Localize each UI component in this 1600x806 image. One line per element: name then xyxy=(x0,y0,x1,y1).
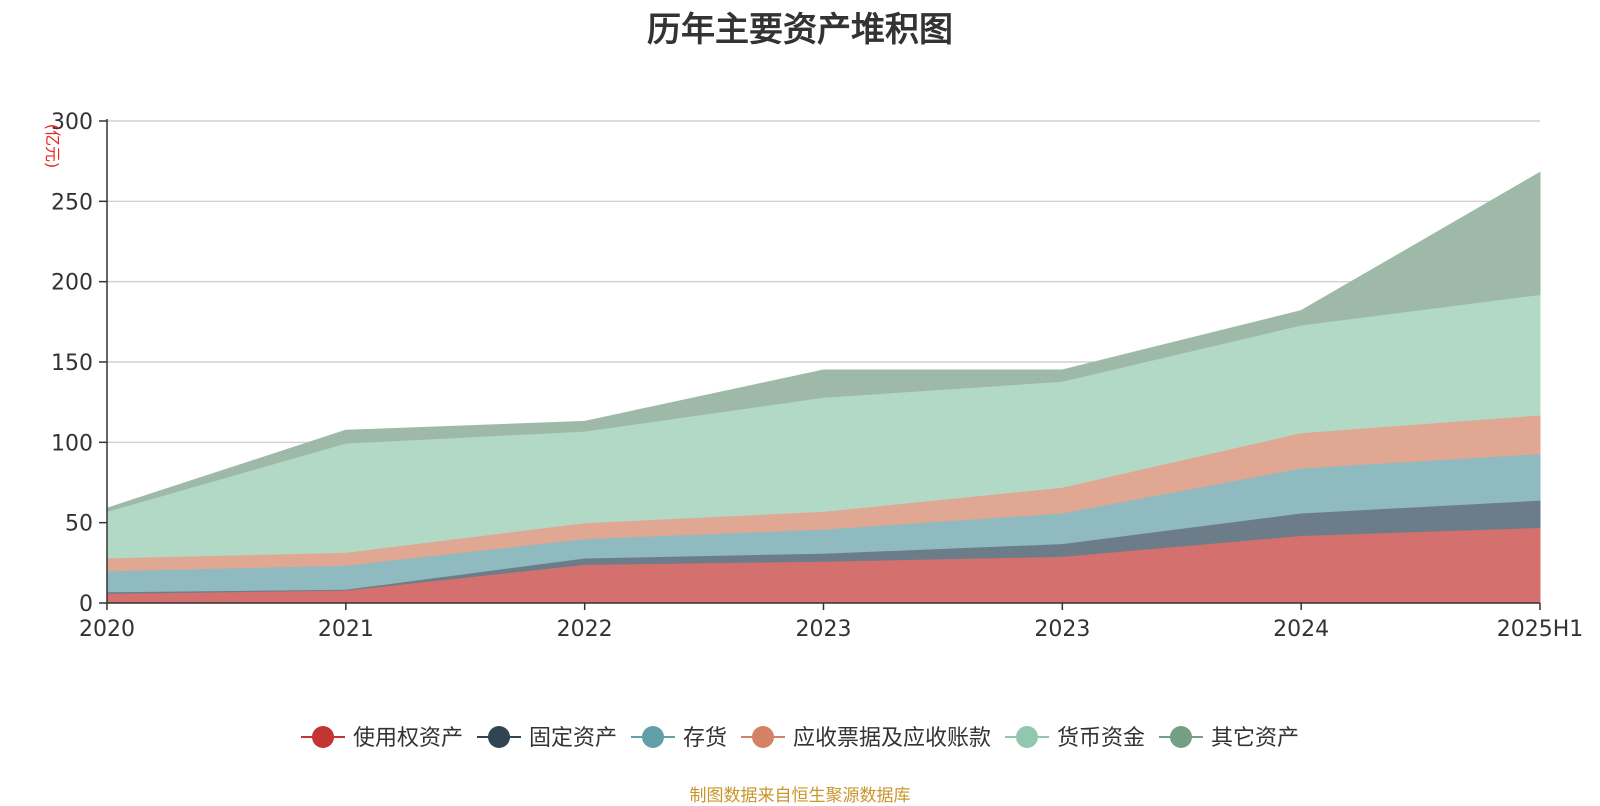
x-tick-label: 2024 xyxy=(1273,617,1329,642)
y-axis-unit: (亿元) xyxy=(43,124,62,169)
area-series xyxy=(106,171,1541,604)
legend-label: 其它资产 xyxy=(1211,726,1299,751)
legend-item-6[interactable]: 其它资产 xyxy=(1159,726,1299,751)
legend-label: 使用权资产 xyxy=(353,726,463,751)
x-tick-label: 2022 xyxy=(557,617,613,642)
legend: 使用权资产 固定资产 存货 应收票据及应收账款 货币资金 其它资产 xyxy=(301,726,1299,751)
legend-item-5[interactable]: 货币资金 xyxy=(1005,726,1145,751)
x-tick-label: 2023 xyxy=(796,617,852,642)
legend-marker xyxy=(642,726,664,748)
y-tick-label: 200 xyxy=(51,271,93,296)
legend-marker xyxy=(488,726,510,748)
legend-marker xyxy=(1016,726,1038,748)
legend-marker xyxy=(1170,726,1192,748)
y-tick-label: 50 xyxy=(65,512,93,537)
legend-item-2[interactable]: 固定资产 xyxy=(477,726,617,751)
x-tick-label: 2020 xyxy=(79,617,135,642)
legend-label: 固定资产 xyxy=(529,726,617,751)
chart-title: 历年主要资产堆积图 xyxy=(647,10,953,50)
legend-item-3[interactable]: 存货 xyxy=(631,726,727,751)
y-tick-label: 250 xyxy=(51,190,93,215)
legend-label: 应收票据及应收账款 xyxy=(793,726,991,751)
legend-item-4[interactable]: 应收票据及应收账款 xyxy=(741,726,991,751)
x-tick-label: 2021 xyxy=(318,617,374,642)
area-series-6 xyxy=(106,171,1541,513)
legend-label: 货币资金 xyxy=(1057,726,1145,751)
x-tick-label: 2023 xyxy=(1034,617,1090,642)
y-tick-label: 0 xyxy=(79,592,93,617)
legend-label: 存货 xyxy=(683,726,727,751)
y-tick-label: 100 xyxy=(51,431,93,456)
legend-marker xyxy=(752,726,774,748)
x-tick-label: 2025H1 xyxy=(1497,617,1584,642)
y-tick-label: 150 xyxy=(51,351,93,376)
legend-item-1[interactable]: 使用权资产 xyxy=(301,726,463,751)
y-tick-label: 300 xyxy=(51,110,93,135)
source-note: 制图数据来自恒生聚源数据库 xyxy=(689,786,911,806)
axes: 0 50 100 150 200 250 300 2020 2021 2022 2023 2023 20… xyxy=(43,110,1583,642)
legend-marker xyxy=(312,726,334,748)
